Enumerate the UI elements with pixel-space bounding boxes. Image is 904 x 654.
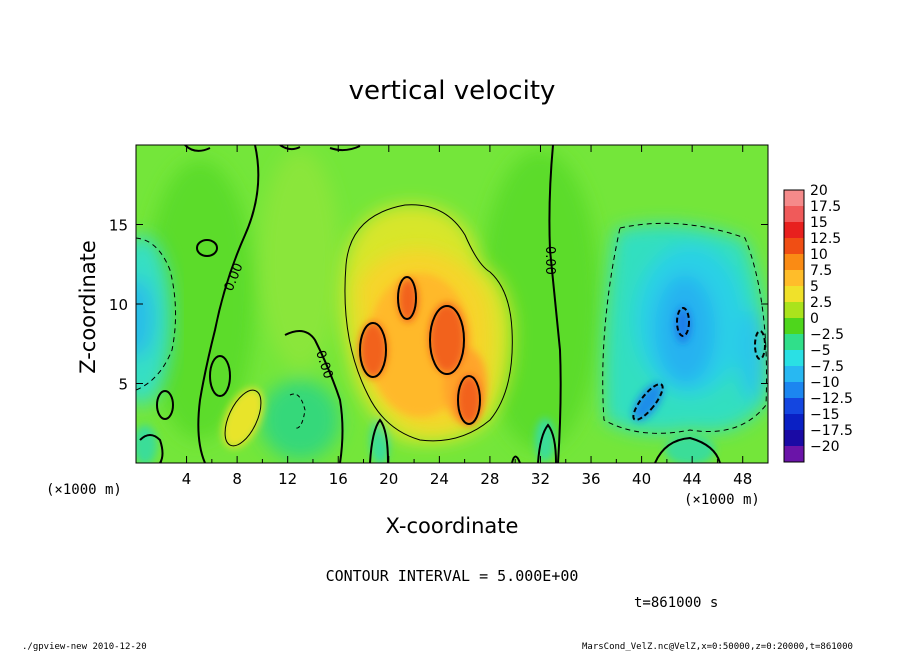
colorbar-swatch xyxy=(784,238,804,255)
colorbar-swatch xyxy=(784,446,804,463)
x-axis: 4 8 12 16 20 24 28 32 36 40 44 48 xyxy=(160,145,752,488)
zero-contour-inner xyxy=(284,330,344,463)
colorbar-swatch xyxy=(784,350,804,367)
contour-minus-10-b xyxy=(632,383,664,421)
colorbar-tick-label: −7.5 xyxy=(810,359,844,375)
colorbar-frame xyxy=(783,189,805,463)
contour-label-right: 0.00 xyxy=(542,246,557,275)
y-tick-label: 15 xyxy=(109,217,128,235)
field-shading xyxy=(136,150,768,463)
colorbar-tick-label: −17.5 xyxy=(810,423,853,439)
x-tick-label: 4 xyxy=(182,470,192,488)
colorbar-tick-label: −10 xyxy=(810,375,840,391)
colorbar-swatch xyxy=(784,318,804,335)
y-tick-label: 5 xyxy=(118,376,128,394)
zero-contour-island-3 xyxy=(156,390,174,420)
colorbar-tick-label: 15 xyxy=(810,215,828,231)
x-tick-label: 12 xyxy=(278,470,297,488)
contour-plus-10-a xyxy=(359,322,387,378)
colorbar-tick-label: 20 xyxy=(810,183,828,199)
zero-contour-left xyxy=(197,145,260,463)
colorbar-swatch xyxy=(784,286,804,303)
colorbar-tick-label: 5 xyxy=(810,279,819,295)
colorbar-tick-label: 7.5 xyxy=(810,263,832,279)
colorbar-tick-label: −12.5 xyxy=(810,391,853,407)
x-tick-label: 36 xyxy=(581,470,600,488)
contour-minus-10-c xyxy=(754,330,766,360)
colorbar-swatch xyxy=(784,270,804,287)
y-axis-label: Z-coordinate xyxy=(76,240,100,374)
contour-plus-10-c xyxy=(429,305,465,375)
zero-contour-bottom-1 xyxy=(369,418,389,463)
colorbar-swatch xyxy=(784,334,804,351)
zero-contour-bottom-4 xyxy=(511,455,521,463)
x-unit-label-left: (×1000 m) xyxy=(46,482,122,498)
colorbar-tick-label: 2.5 xyxy=(810,295,832,311)
x-tick-label: 20 xyxy=(379,470,398,488)
colorbar-swatch xyxy=(784,222,804,239)
contour-minus-10-a xyxy=(676,307,690,337)
colorbar-tick-label: −15 xyxy=(810,407,840,423)
colorbar-tick-label: 0 xyxy=(810,311,819,327)
colorbar-swatch xyxy=(784,254,804,271)
footer-source: MarsCond_VelZ.nc@VelZ,x=0:50000,z=0:2000… xyxy=(582,642,853,652)
colorbar-swatch xyxy=(784,190,804,207)
x-tick-label: 28 xyxy=(480,470,499,488)
colorbar-tick-label: 10 xyxy=(810,247,828,263)
time-label: t=861000 s xyxy=(634,595,719,611)
zero-contour-bottom-2 xyxy=(537,423,557,463)
contour-interval-text: CONTOUR INTERVAL = 5.000E+00 xyxy=(325,567,579,585)
x-tick-label: 40 xyxy=(632,470,651,488)
colorbar-swatch xyxy=(784,430,804,447)
plot-area: 0.00 0.00 0.00 xyxy=(136,145,768,463)
colorbar-tick-label: 12.5 xyxy=(810,231,841,247)
contour-plus-5 xyxy=(344,204,513,442)
x-tick-label: 8 xyxy=(232,470,242,488)
x-tick-label: 48 xyxy=(733,470,752,488)
colorbar-tick-label: −2.5 xyxy=(810,327,844,343)
y-tick-label: 10 xyxy=(109,296,128,314)
contour-plus-10-d xyxy=(457,375,481,425)
colorbar-swatch xyxy=(784,414,804,431)
zero-contour-left-edge xyxy=(139,434,164,463)
x-tick-label: 32 xyxy=(531,470,550,488)
x-axis-label: X-coordinate xyxy=(385,514,519,538)
x-tick-label: 44 xyxy=(683,470,702,488)
contour-plus-5-left xyxy=(224,389,262,447)
x-tick-label: 24 xyxy=(430,470,449,488)
colorbar-tick-label: 17.5 xyxy=(810,199,841,215)
colorbar-swatch xyxy=(784,206,804,223)
contour-lines xyxy=(136,145,768,463)
colorbar-tick-label: −20 xyxy=(810,439,840,455)
contour-minus-5-small xyxy=(289,393,306,429)
y-axis: 5 10 15 xyxy=(109,217,768,394)
x-unit-label-right: (×1000 m) xyxy=(684,492,760,508)
chart-title: vertical velocity xyxy=(348,76,556,106)
colorbar-swatch xyxy=(784,398,804,415)
zero-contour-island-1 xyxy=(196,239,218,257)
zero-contour-bottom-3 xyxy=(654,436,721,463)
footer-program-date: ./gpview-new 2010-12-20 xyxy=(22,642,147,652)
colorbar-tick-label: −5 xyxy=(810,343,831,359)
colorbar-swatch xyxy=(784,302,804,319)
colorbar: 2017.51512.5107.552.50−2.5−5−7.5−10−12.5… xyxy=(783,183,853,463)
zero-contour-island-2 xyxy=(209,355,231,397)
colorbar-swatch xyxy=(784,366,804,383)
x-tick-label: 16 xyxy=(329,470,348,488)
zero-contour-right xyxy=(548,145,562,463)
contour-minus-5-right xyxy=(602,222,768,434)
colorbar-swatch xyxy=(784,382,804,399)
contour-minus-5-left xyxy=(136,237,177,391)
contour-plus-10-b xyxy=(397,276,417,320)
